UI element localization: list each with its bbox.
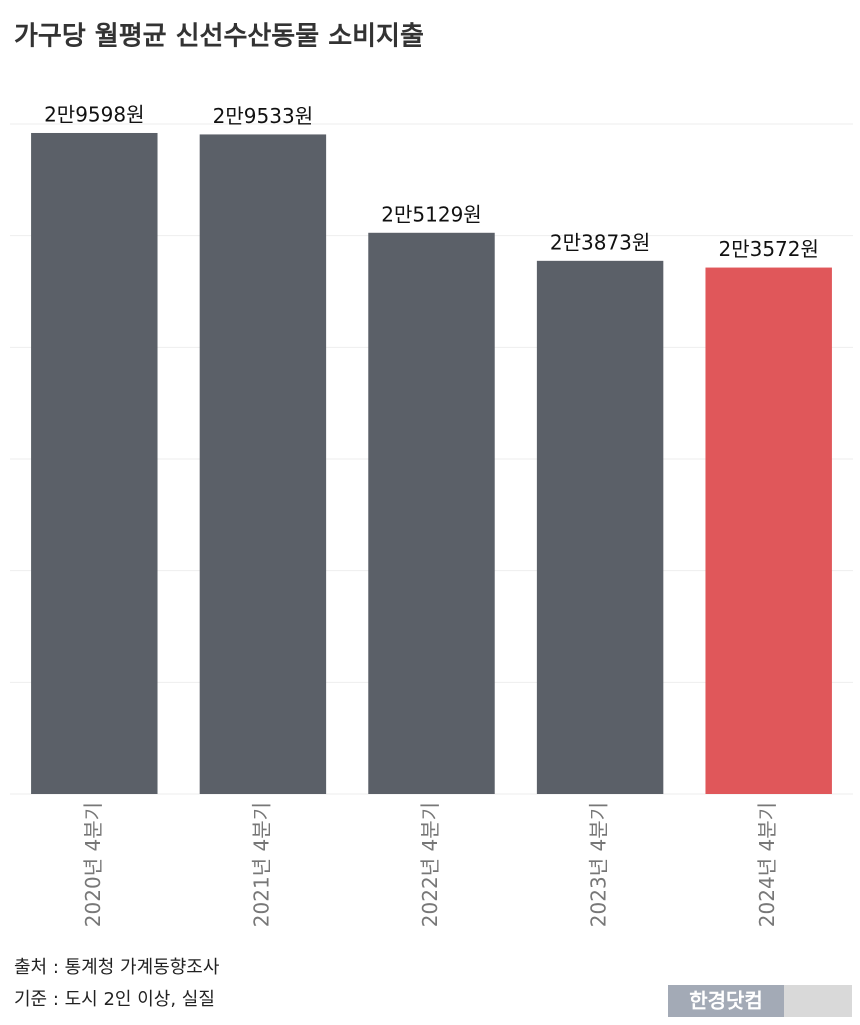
logo: 한경닷컴 [689, 989, 763, 1013]
x-tick-label: 2024년 4분기 [755, 802, 779, 927]
bar [368, 232, 495, 795]
value-label: 2만9533원 [213, 104, 313, 128]
value-label: 2만5129원 [381, 202, 481, 226]
value-label: 2만3572원 [718, 237, 818, 261]
x-tick-label: 2022년 4분기 [418, 802, 442, 927]
chart-title: 가구당 월평균 신선수산동물 소비지출 [14, 22, 424, 52]
bar [199, 134, 327, 794]
basis-note: 기준 : 도시 2인 이상, 실질 [14, 989, 215, 1010]
x-tick-label: 2021년 4분기 [249, 802, 273, 927]
value-label: 2만3873원 [550, 230, 650, 254]
x-tick-label: 2023년 4분기 [587, 802, 611, 927]
bar [705, 267, 832, 794]
bar [536, 260, 664, 795]
value-label: 2만9598원 [44, 102, 144, 126]
source-note: 출처 : 통계청 가계동향조사 [14, 957, 220, 978]
x-tick-label: 2020년 4분기 [81, 802, 105, 927]
logo-box-dark [668, 985, 784, 1017]
bar [31, 132, 158, 794]
